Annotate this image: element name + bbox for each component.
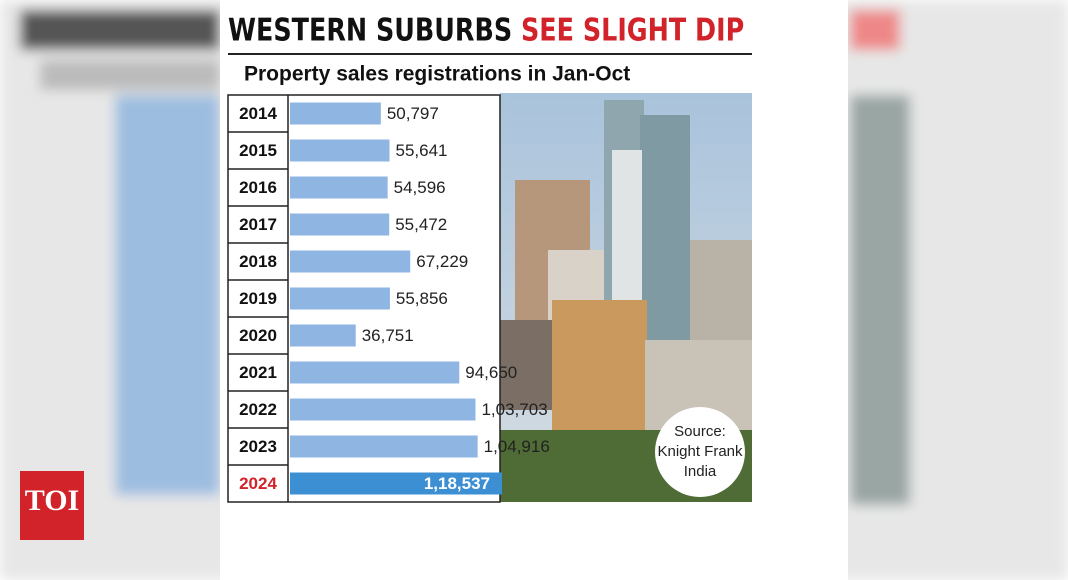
value-label: 55,856 xyxy=(396,289,448,308)
bar xyxy=(290,324,356,347)
bar xyxy=(290,102,381,125)
title: WESTERN SUBURBS SEE SLIGHT DIP xyxy=(228,12,744,48)
bar xyxy=(290,250,411,273)
category-label: 2019 xyxy=(239,289,277,308)
source-label: Source: Knight Frank India xyxy=(657,423,743,480)
category-label: 2023 xyxy=(239,437,277,456)
bar xyxy=(290,139,390,162)
value-label: 54,596 xyxy=(394,178,446,197)
bar xyxy=(290,213,390,236)
bar xyxy=(290,472,502,495)
table-frame xyxy=(227,94,501,503)
logo-box xyxy=(20,471,84,540)
bar xyxy=(290,361,460,384)
value-label: 1,04,916 xyxy=(484,437,550,456)
value-label: 1,18,537 xyxy=(424,474,490,493)
source-text: Knight Frank xyxy=(657,443,743,460)
photo xyxy=(500,93,752,502)
value-label: 55,472 xyxy=(395,215,447,234)
category-label: 2020 xyxy=(239,326,277,345)
category-label: 2021 xyxy=(239,363,277,382)
value-label: 55,641 xyxy=(396,141,448,160)
value-label: 36,751 xyxy=(362,326,414,345)
source-text: India xyxy=(684,463,717,480)
category-label: 2024 xyxy=(239,474,277,493)
logo: TOI xyxy=(25,484,79,517)
category-label: 2018 xyxy=(239,252,277,271)
category-label: 2015 xyxy=(239,141,277,160)
bar xyxy=(290,435,478,458)
value-label: 1,03,703 xyxy=(481,400,547,419)
bar xyxy=(290,287,390,310)
subtitle: Property sales registrations in Jan-Oct xyxy=(244,63,630,86)
category-label: 2022 xyxy=(239,400,277,419)
value-label: 67,229 xyxy=(416,252,468,271)
source-text: Source: xyxy=(674,423,726,440)
value-label: 50,797 xyxy=(387,104,439,123)
category-label: 2016 xyxy=(239,178,277,197)
value-label: 94,650 xyxy=(465,363,517,382)
bar xyxy=(290,398,476,421)
bar xyxy=(290,176,388,199)
category-label: 2014 xyxy=(239,104,277,123)
category-label: 2017 xyxy=(239,215,277,234)
